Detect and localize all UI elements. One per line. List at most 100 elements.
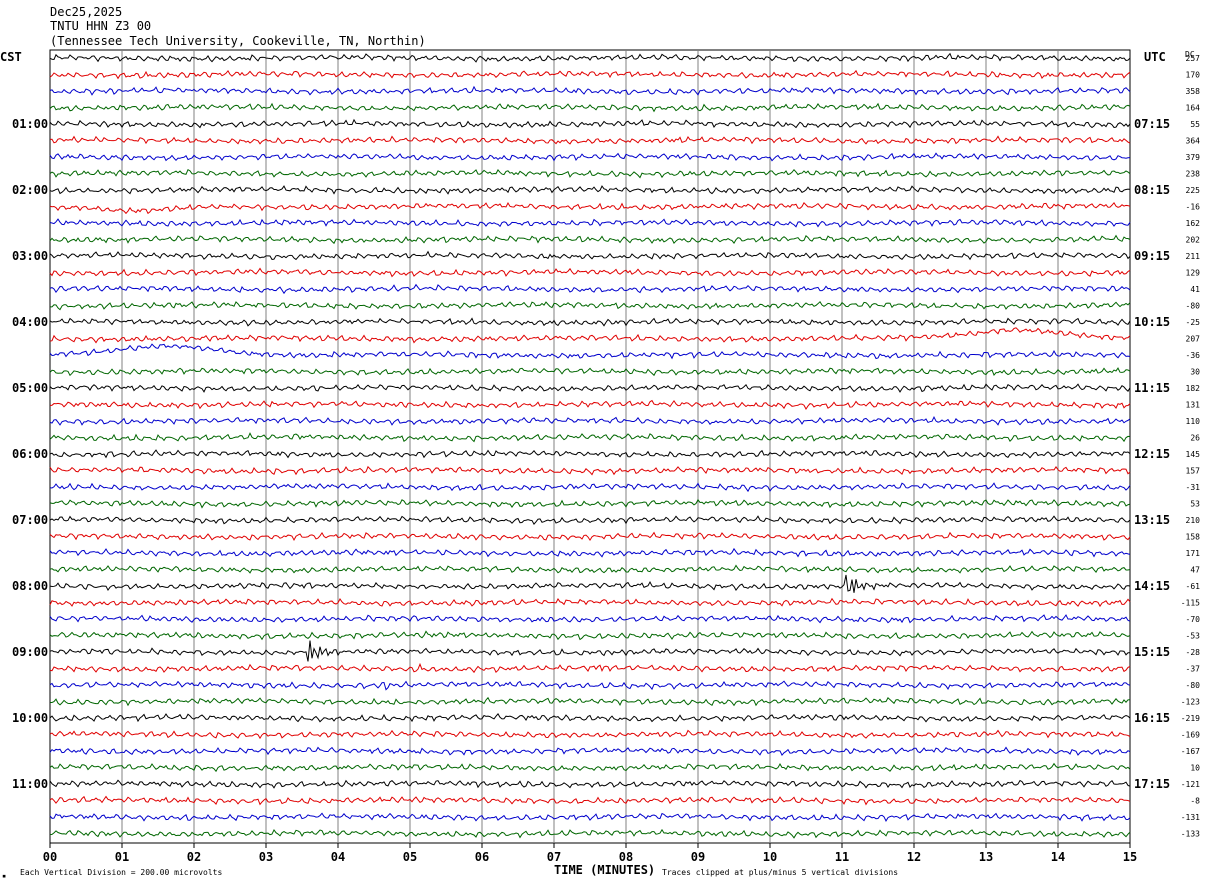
x-tick-label: 02 <box>187 850 201 864</box>
trace-line <box>49 250 1131 261</box>
x-tick-label: 13 <box>979 850 993 864</box>
dc-offset-label: 164 <box>1186 104 1201 113</box>
trace-line <box>49 102 1131 113</box>
dc-offset-label: -133 <box>1181 830 1200 839</box>
trace-line <box>49 564 1131 574</box>
dc-offset-label: -169 <box>1181 731 1200 740</box>
trace-line <box>49 680 1131 691</box>
dc-label: DC <box>1185 50 1195 59</box>
right-time-label: 15:15 <box>1134 645 1170 659</box>
dc-offset-label: 170 <box>1186 71 1201 80</box>
right-time-label: 10:15 <box>1134 315 1170 329</box>
right-time-label: 07:15 <box>1134 117 1170 131</box>
trace-line <box>49 343 1131 360</box>
trace-line <box>49 327 1131 344</box>
dc-offset-label: -219 <box>1181 714 1200 723</box>
dc-offset-label: -37 <box>1186 665 1201 674</box>
trace-line <box>49 135 1131 145</box>
plot-frame <box>49 49 1131 844</box>
trace-line <box>49 762 1131 773</box>
left-time-label: 01:00 <box>12 117 48 131</box>
dc-offset-label: 55 <box>1190 120 1200 129</box>
dc-offset-label: -31 <box>1186 483 1201 492</box>
left-time-label: 11:00 <box>12 777 48 791</box>
trace-line <box>49 746 1131 757</box>
trace-line <box>49 85 1131 96</box>
x-tick-label: 10 <box>763 850 777 864</box>
dc-offset-label: -28 <box>1186 648 1201 657</box>
trace-line <box>49 399 1131 410</box>
trace-line <box>49 449 1131 459</box>
dc-offset-label: 47 <box>1190 566 1200 575</box>
trace-line <box>49 234 1131 245</box>
trace-line <box>49 69 1131 80</box>
trace-line <box>49 828 1131 839</box>
right-time-label: 11:15 <box>1134 381 1170 395</box>
date-label: Dec25,2025 <box>50 5 123 19</box>
trace-line <box>49 779 1131 789</box>
dc-offset-label: 129 <box>1186 269 1201 278</box>
x-tick-label: 00 <box>43 850 57 864</box>
clip-note: Traces clipped at plus/minus 5 vertical … <box>662 868 898 877</box>
dc-offset-label: -131 <box>1181 813 1200 822</box>
trace-line <box>49 482 1131 493</box>
trace-line <box>49 795 1131 806</box>
trace-line <box>49 465 1131 476</box>
x-tick-label: 07 <box>547 850 561 864</box>
dc-offset-label: 131 <box>1186 401 1201 410</box>
dc-offset-label: -123 <box>1181 698 1200 707</box>
dc-offset-label: 53 <box>1190 500 1200 509</box>
dc-offset-label: -167 <box>1181 747 1200 756</box>
trace-line <box>49 597 1131 608</box>
left-time-label: 02:00 <box>12 183 48 197</box>
dc-offset-label: 379 <box>1186 153 1201 162</box>
dc-offset-label: 364 <box>1186 137 1201 146</box>
left-time-label: 04:00 <box>12 315 48 329</box>
trace-line <box>49 118 1131 129</box>
x-tick-label: 08 <box>619 850 633 864</box>
right-time-label: 17:15 <box>1134 777 1170 791</box>
trace-line <box>49 547 1131 558</box>
trace-line <box>49 515 1131 526</box>
dc-offset-label: 171 <box>1186 549 1201 558</box>
trace-line <box>49 432 1131 443</box>
right-time-label: 14:15 <box>1134 579 1170 593</box>
dc-offset-label: 41 <box>1190 285 1200 294</box>
trace-line <box>49 729 1131 740</box>
trace-line <box>49 614 1131 624</box>
dc-offset-label: -121 <box>1181 780 1200 789</box>
right-time-label: 16:15 <box>1134 711 1170 725</box>
left-time-label: 09:00 <box>12 645 48 659</box>
trace-line <box>49 574 1131 593</box>
location-label: (Tennessee Tech University, Cookeville, … <box>50 34 426 48</box>
dc-offset-label: 211 <box>1186 252 1201 261</box>
trace-line <box>49 152 1131 162</box>
dc-offset-label: 30 <box>1190 368 1200 377</box>
x-tick-label: 03 <box>259 850 273 864</box>
trace-line <box>49 317 1131 327</box>
dc-offset-label: -61 <box>1186 582 1201 591</box>
left-time-label: 08:00 <box>12 579 48 593</box>
dc-offset-label: -80 <box>1186 302 1201 311</box>
dc-offset-label: 257 <box>1186 54 1201 63</box>
dc-offset-label: 26 <box>1190 434 1200 443</box>
trace-line <box>49 185 1131 195</box>
dc-offset-label: 358 <box>1186 87 1201 96</box>
x-tick-label: 01 <box>115 850 129 864</box>
left-time-label: 03:00 <box>12 249 48 263</box>
trace-line <box>49 52 1131 63</box>
dc-offset-label: -53 <box>1186 632 1201 641</box>
trace-line <box>49 267 1131 278</box>
trace-line <box>49 498 1131 509</box>
x-axis-label: TIME (MINUTES) <box>554 863 655 877</box>
trace-line <box>49 383 1131 393</box>
grid-lines <box>49 49 1131 844</box>
trace-line <box>49 662 1131 674</box>
left-time-label: 05:00 <box>12 381 48 395</box>
trace-line <box>49 713 1131 723</box>
trace-line <box>49 812 1131 822</box>
dc-offset-label: -36 <box>1186 351 1201 360</box>
trace-line <box>49 218 1131 228</box>
dc-offset-label: -70 <box>1186 615 1201 624</box>
